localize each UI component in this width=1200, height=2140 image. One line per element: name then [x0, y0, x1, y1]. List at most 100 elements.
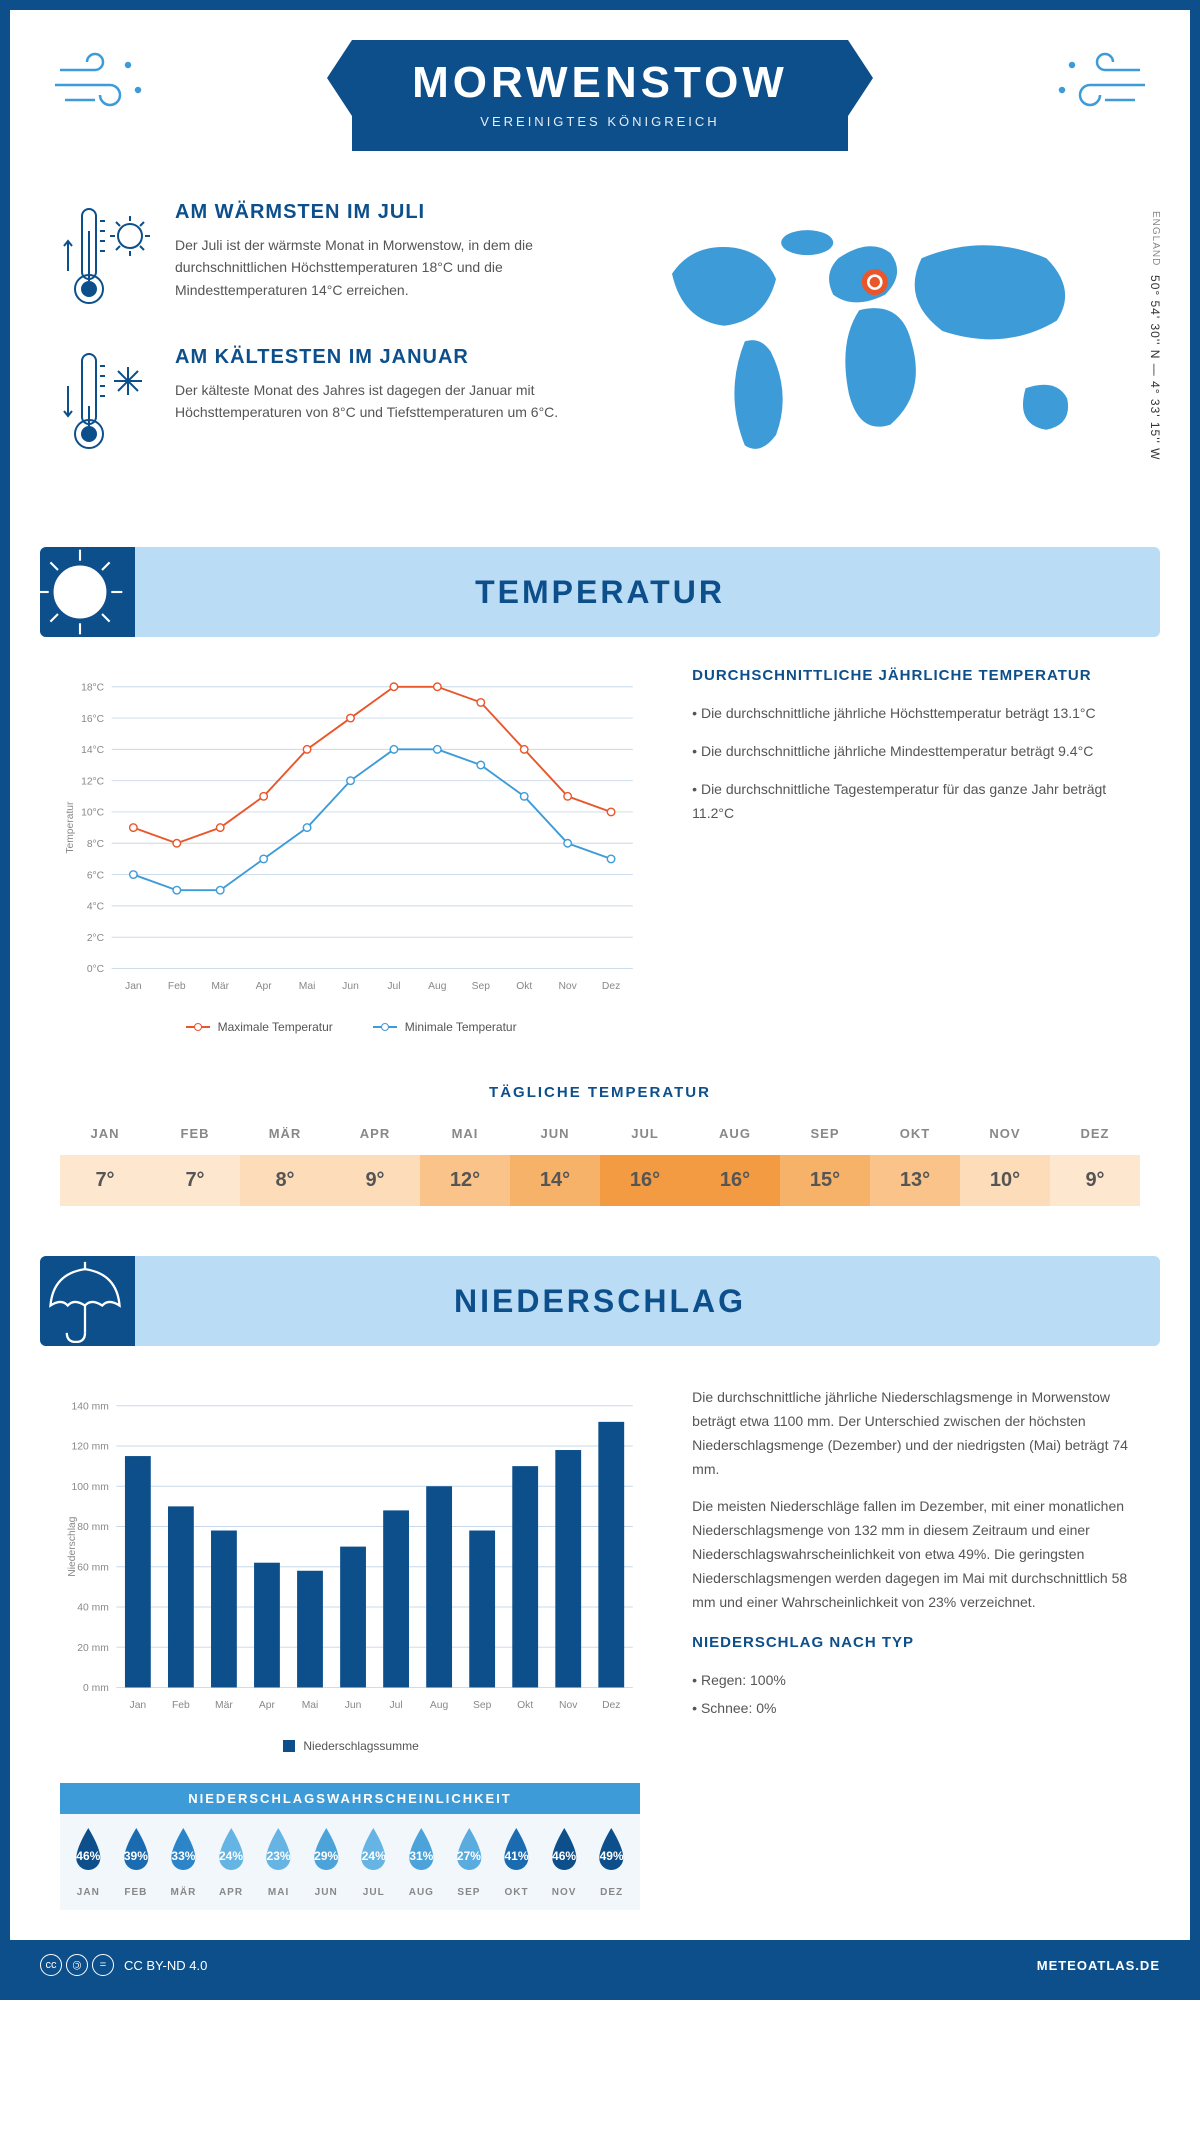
temp-bullet: • Die durchschnittliche jährliche Höchst… — [692, 702, 1140, 726]
svg-text:0 mm: 0 mm — [83, 1683, 109, 1694]
svg-text:Jun: Jun — [342, 981, 359, 992]
daily-temp-grid: JAN7°FEB7°MÄR8°APR9°MAI12°JUN14°JUL16°AU… — [60, 1116, 1140, 1216]
svg-text:6°C: 6°C — [87, 871, 105, 882]
thermometer-snow-icon — [60, 346, 155, 461]
prob-cell: 49%DEZ — [589, 1824, 634, 1898]
precip-text: Die durchschnittliche jährliche Niedersc… — [692, 1386, 1140, 1481]
cc-icons: cc🄯= — [40, 1954, 114, 1976]
precip-section-header: NIEDERSCHLAG — [40, 1256, 1160, 1346]
svg-text:4°C: 4°C — [87, 902, 105, 913]
svg-text:0°C: 0°C — [87, 964, 105, 975]
svg-text:Nov: Nov — [558, 981, 577, 992]
daily-cell: OKT13° — [870, 1116, 960, 1216]
prob-cell: 33%MÄR — [161, 1824, 206, 1898]
svg-text:Apr: Apr — [259, 1700, 276, 1711]
svg-text:Mai: Mai — [302, 1700, 319, 1711]
precip-type: • Schnee: 0% — [692, 1697, 1140, 1721]
svg-text:Okt: Okt — [516, 981, 532, 992]
svg-text:Niederschlag: Niederschlag — [67, 1516, 78, 1576]
prob-cell: 27%SEP — [447, 1824, 492, 1898]
prob-cell: 23%MAI — [256, 1824, 301, 1898]
daily-cell: AUG16° — [690, 1116, 780, 1216]
daily-cell: JAN7° — [60, 1116, 150, 1216]
svg-text:14°C: 14°C — [81, 745, 105, 756]
warmest-text: Der Juli ist der wärmste Monat in Morwen… — [175, 234, 580, 301]
warmest-block: AM WÄRMSTEN IM JULI Der Juli ist der wär… — [60, 201, 580, 316]
page-header: MORWENSTOW VEREINIGTES KÖNIGREICH — [10, 10, 1190, 191]
daily-cell: SEP15° — [780, 1116, 870, 1216]
prob-cell: 31%AUG — [399, 1824, 444, 1898]
daily-cell: DEZ9° — [1050, 1116, 1140, 1216]
svg-text:20 mm: 20 mm — [77, 1643, 109, 1654]
svg-text:Mär: Mär — [211, 981, 229, 992]
temp-text-title: DURCHSCHNITTLICHE JÄHRLICHE TEMPERATUR — [692, 667, 1140, 684]
site-name: METEOATLAS.DE — [1037, 1958, 1160, 1973]
svg-text:Sep: Sep — [472, 981, 491, 992]
daily-cell: JUN14° — [510, 1116, 600, 1216]
coordinates: ENGLAND 50° 54' 30'' N — 4° 33' 15'' W — [1148, 211, 1162, 460]
svg-text:100 mm: 100 mm — [72, 1482, 109, 1493]
svg-text:Feb: Feb — [172, 1700, 190, 1711]
precip-probability-box: NIEDERSCHLAGSWAHRSCHEINLICHKEIT 46%JAN39… — [60, 1783, 640, 1910]
svg-text:2°C: 2°C — [87, 933, 105, 944]
svg-text:Jan: Jan — [125, 981, 142, 992]
daily-cell: FEB7° — [150, 1116, 240, 1216]
svg-text:Jul: Jul — [387, 981, 400, 992]
svg-text:Apr: Apr — [256, 981, 273, 992]
prob-cell: 46%JAN — [66, 1824, 111, 1898]
temp-legend: Maximale Temperatur Minimale Temperatur — [60, 1020, 642, 1034]
umbrella-icon — [40, 1256, 135, 1346]
svg-text:Temperatur: Temperatur — [65, 801, 76, 854]
svg-text:Aug: Aug — [428, 981, 447, 992]
svg-text:120 mm: 120 mm — [72, 1442, 109, 1453]
coldest-title: AM KÄLTESTEN IM JANUAR — [175, 346, 580, 369]
svg-text:Aug: Aug — [430, 1700, 449, 1711]
svg-text:Feb: Feb — [168, 981, 186, 992]
coldest-text: Der kälteste Monat des Jahres ist dagege… — [175, 379, 580, 424]
svg-text:Sep: Sep — [473, 1700, 492, 1711]
coldest-block: AM KÄLTESTEN IM JANUAR Der kälteste Mona… — [60, 346, 580, 461]
prob-cell: 46%NOV — [542, 1824, 587, 1898]
svg-text:16°C: 16°C — [81, 714, 105, 725]
page-title: MORWENSTOW — [412, 58, 788, 108]
svg-text:18°C: 18°C — [81, 683, 105, 694]
precip-bar-chart: 0 mm 20 mm 40 mm 60 mm 80 mm 100 mm 120 mm 140 … — [60, 1386, 642, 1726]
precip-text: Die meisten Niederschläge fallen im Deze… — [692, 1495, 1140, 1614]
svg-text:80 mm: 80 mm — [77, 1522, 109, 1533]
svg-text:12°C: 12°C — [81, 777, 105, 788]
daily-cell: MAI12° — [420, 1116, 510, 1216]
svg-text:8°C: 8°C — [87, 839, 105, 850]
prob-cell: 24%JUL — [351, 1824, 396, 1898]
svg-text:40 mm: 40 mm — [77, 1603, 109, 1614]
precip-type: • Regen: 100% — [692, 1669, 1140, 1693]
svg-text:Jun: Jun — [345, 1700, 362, 1711]
thermometer-sun-icon — [60, 201, 155, 316]
prob-cell: 41%OKT — [494, 1824, 539, 1898]
svg-text:Mär: Mär — [215, 1700, 233, 1711]
sun-icon — [40, 547, 135, 637]
daily-cell: JUL16° — [600, 1116, 690, 1216]
wind-icon — [50, 45, 160, 130]
daily-cell: MÄR8° — [240, 1116, 330, 1216]
svg-text:140 mm: 140 mm — [72, 1402, 109, 1413]
license-text: CC BY-ND 4.0 — [124, 1958, 207, 1973]
precip-type-title: NIEDERSCHLAG NACH TYP — [692, 1634, 1140, 1651]
temp-section-header: TEMPERATUR — [40, 547, 1160, 637]
svg-text:Jan: Jan — [130, 1700, 147, 1711]
svg-text:Mai: Mai — [299, 981, 316, 992]
svg-text:10°C: 10°C — [81, 808, 105, 819]
temp-bullet: • Die durchschnittliche jährliche Mindes… — [692, 740, 1140, 764]
svg-text:Okt: Okt — [517, 1700, 533, 1711]
prob-cell: 39%FEB — [114, 1824, 159, 1898]
prob-cell: 24%APR — [209, 1824, 254, 1898]
svg-text:60 mm: 60 mm — [77, 1563, 109, 1574]
daily-cell: APR9° — [330, 1116, 420, 1216]
temp-line-chart: 0°C 2°C 4°C 6°C 8°C 10°C 12°C 14°C 16°C 18°C Jan Fe… — [60, 667, 642, 1007]
daily-cell: NOV10° — [960, 1116, 1050, 1216]
title-banner: MORWENSTOW VEREINIGTES KÖNIGREICH — [352, 40, 848, 151]
wind-icon — [1040, 45, 1150, 130]
prob-title: NIEDERSCHLAGSWAHRSCHEINLICHKEIT — [60, 1783, 640, 1814]
world-map — [620, 201, 1140, 492]
page-subtitle: VEREINIGTES KÖNIGREICH — [412, 114, 788, 129]
page-footer: cc🄯= CC BY-ND 4.0 METEOATLAS.DE — [10, 1940, 1190, 1990]
